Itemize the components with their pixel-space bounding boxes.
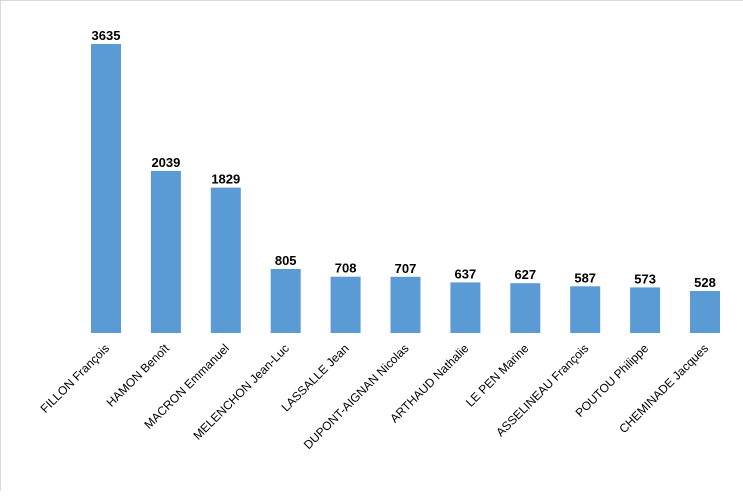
category-tick-label: HAMON Benoît: [104, 341, 173, 410]
bar-value-label: 587: [574, 270, 596, 285]
bar-value-label: 707: [395, 261, 417, 276]
bar: [91, 44, 121, 333]
bar: [390, 276, 421, 333]
bar-value-label: 3635: [92, 28, 121, 43]
bar-value-label: 637: [455, 266, 477, 281]
category-tick-label: LE PEN Marine: [463, 341, 532, 410]
value-labels-group: 3635 2039 1829 805 708 707 637 627 587 573 528: [92, 28, 716, 290]
bar-value-label: 805: [275, 253, 297, 268]
bar: [510, 283, 541, 333]
bar: [210, 187, 241, 333]
bar: [630, 287, 661, 333]
bar: [270, 269, 301, 333]
bar: [330, 276, 361, 333]
bar-value-label: 573: [634, 271, 656, 286]
bar-value-label: 708: [335, 261, 357, 276]
bar-value-label: 528: [694, 275, 716, 290]
bar: [690, 291, 720, 333]
bar-value-label: 627: [514, 267, 536, 282]
chart-frame-top: [0, 0, 743, 1]
bar-value-label: 2039: [151, 155, 180, 170]
bar: [570, 286, 601, 333]
bars-group: [91, 44, 720, 333]
bar: [450, 282, 481, 333]
bar: [150, 170, 181, 333]
category-tick-label: FILLON François: [38, 341, 113, 416]
bar-value-label: 1829: [211, 172, 240, 187]
category-tick-label: DUPONT-AIGNAN Nicolas: [301, 341, 412, 452]
chart-frame-left: [0, 0, 1, 491]
